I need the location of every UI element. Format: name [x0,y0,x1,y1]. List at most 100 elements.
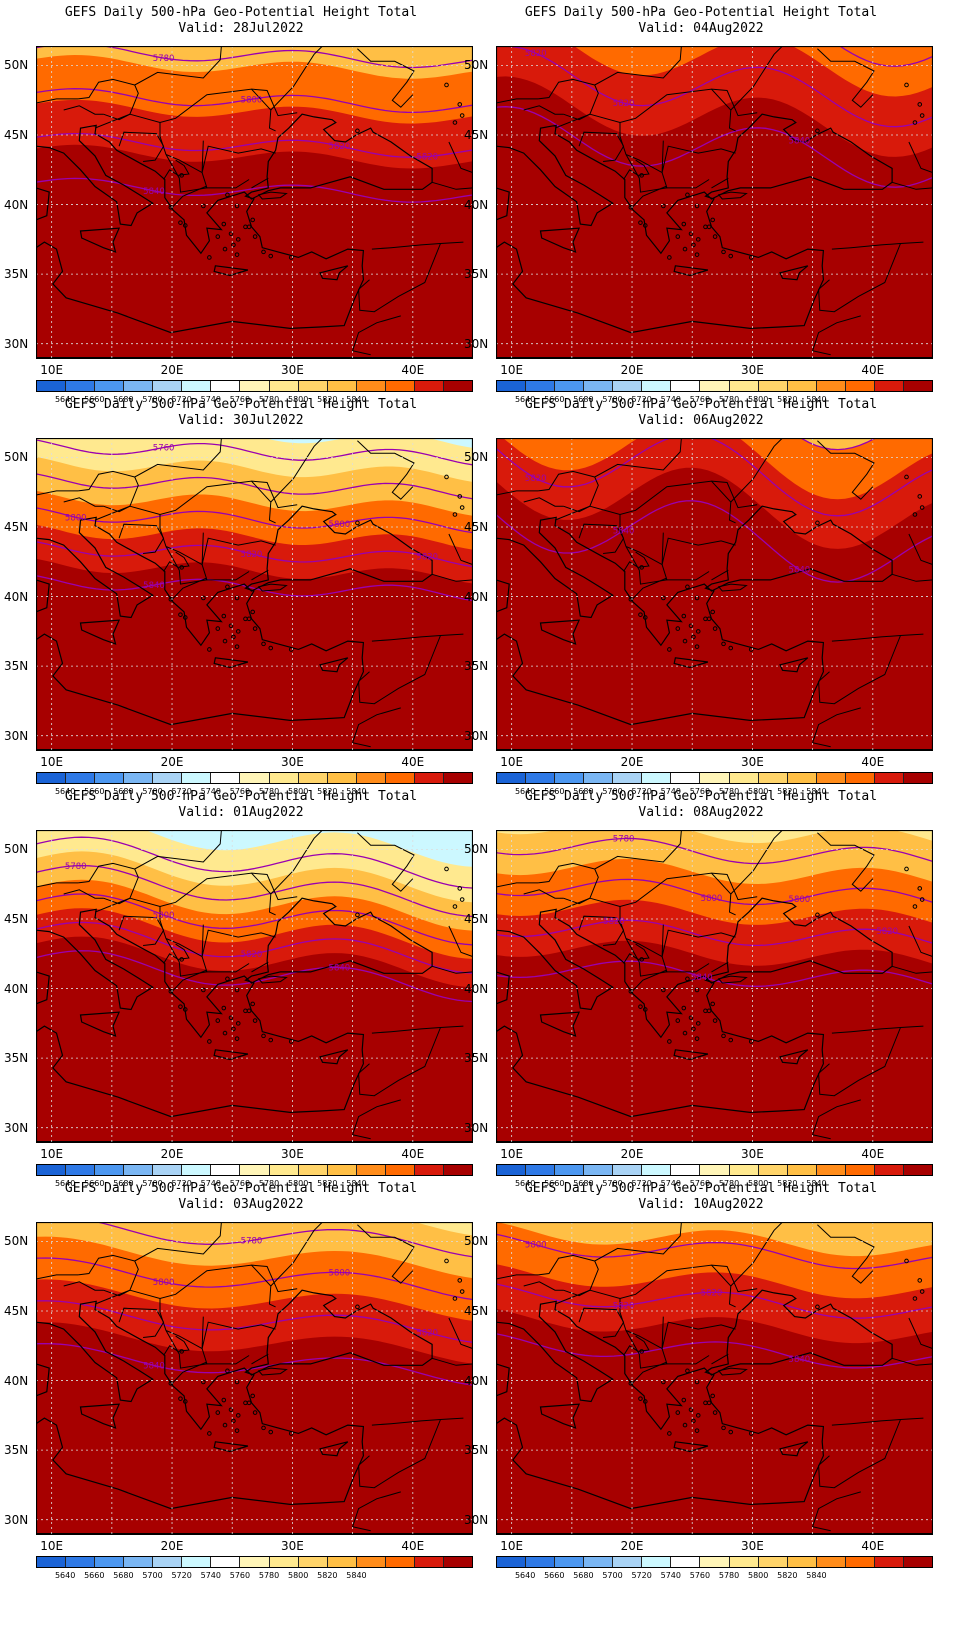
colorbar-swatch [700,1165,730,1175]
country-border [170,1355,250,1386]
country-border [630,963,710,994]
island [201,987,206,993]
colorbar-label: 5780 [258,395,280,404]
contour-label: 5780 [613,834,635,844]
country-border [118,131,165,162]
colorbar-label: 5800 [748,1571,769,1580]
colorbar [36,772,473,784]
island [178,1004,183,1009]
island [234,644,240,649]
island [628,1381,634,1386]
longitude-label: 40E [401,363,425,377]
contour-label: 5840 [329,963,351,973]
colorbar-swatch [327,773,357,783]
geopotential-height-map: 5760578058005800582058205840 [496,830,933,1143]
longitude-label: 40E [861,1539,885,1553]
island [228,231,234,237]
colorbar-swatch [37,1557,67,1567]
colorbar-swatch [182,1165,212,1175]
island [721,1033,726,1039]
island [681,1005,687,1011]
island [688,623,694,629]
island [712,1410,718,1415]
colorbar-label: 5780 [718,787,740,796]
country-border [811,1099,861,1140]
colorbar-swatch [66,1557,96,1567]
island [642,1007,648,1012]
map-frame [36,46,473,359]
colorbar-label: 5740 [660,787,681,796]
country-border [357,832,415,892]
country-border [578,915,625,946]
contour-label: 5800 [525,1241,547,1251]
country-border [358,243,441,313]
map-panel: GEFS Daily 500-hPa Geo-Potential Height … [460,0,942,410]
country-border [358,635,441,705]
colorbar-swatch [66,1165,96,1175]
latitude-label: 40N [464,589,489,604]
map-svg: 5820582058005840 [496,46,933,359]
island [231,1418,236,1424]
colorbar-swatch [385,773,415,783]
island [231,1026,236,1032]
longitude-label: 40E [861,1147,885,1161]
colorbar-swatch [211,1557,241,1567]
colorbar-swatch [874,773,904,783]
island [712,626,718,631]
island [268,645,274,651]
island [444,474,449,480]
island [268,253,274,259]
colorbar-label: 5660 [84,395,105,404]
country-border [129,1264,276,1308]
colorbar-swatch [153,1557,183,1567]
country-border [831,1417,924,1426]
island [459,1289,465,1294]
colorbar-swatch [903,381,932,391]
latitude-label: 40N [4,981,29,996]
height-band [496,76,933,359]
colorbar-swatch [298,1165,328,1175]
colorbar-swatch [787,1557,817,1567]
height-band [496,940,933,1143]
colorbar-swatch [526,1165,556,1175]
island [912,1296,918,1301]
island [919,505,925,510]
island [252,234,258,239]
map-panel: GEFS Daily 500-hPa Geo-Potential Height … [460,784,942,1194]
colorbar-swatch [37,381,67,391]
island [710,1001,715,1007]
colorbar-label: 5700 [142,1179,163,1188]
country-border [630,571,710,602]
map-frame [36,1222,473,1535]
height-band [36,936,473,1143]
latitude-label: 35N [4,1051,29,1066]
longitude-label: 20E [620,1147,644,1161]
colorbar-swatch [613,773,643,783]
colorbar-label: 5660 [544,395,565,404]
colorbar-label: 5760 [229,395,251,404]
colorbar-swatch [700,773,730,783]
coastline [36,1222,473,1535]
contour-label: 5800 [153,1278,175,1288]
country-border [78,1254,135,1276]
island [728,645,734,651]
longitude-label: 30E [740,1539,764,1553]
country-border [811,1491,861,1532]
island [182,223,188,228]
island [222,246,228,252]
colorbar-swatch [642,1165,672,1175]
island [235,237,241,242]
contour-line [36,864,473,918]
island [694,1379,700,1385]
coastline [496,438,933,751]
island [904,474,909,480]
colorbar-swatch [758,1557,788,1567]
island [694,1428,700,1433]
island [231,634,236,640]
colorbar-swatch [758,381,788,391]
colorbar-swatch [240,773,270,783]
island [688,1015,694,1021]
contour-label: 5780 [65,862,87,872]
island [179,173,184,178]
country-border [118,523,165,554]
